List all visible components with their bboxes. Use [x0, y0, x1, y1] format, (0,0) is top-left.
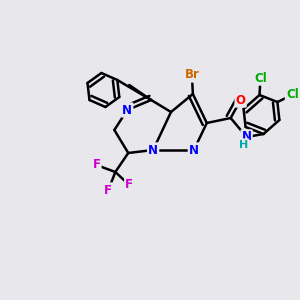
- Text: F: F: [92, 158, 101, 172]
- Text: Cl: Cl: [254, 71, 267, 85]
- Text: Cl: Cl: [286, 88, 299, 101]
- Text: H: H: [239, 140, 248, 149]
- Text: Br: Br: [184, 68, 199, 82]
- Text: N: N: [242, 130, 252, 143]
- Text: F: F: [125, 178, 133, 191]
- Text: N: N: [122, 103, 132, 116]
- Text: O: O: [236, 94, 246, 106]
- Text: N: N: [148, 143, 158, 157]
- Text: F: F: [104, 184, 112, 196]
- Text: N: N: [189, 143, 199, 157]
